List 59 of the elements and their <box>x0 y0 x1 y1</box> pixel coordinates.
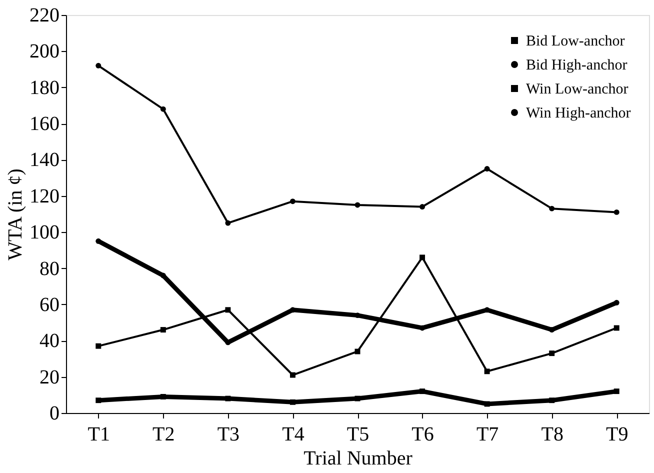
y-tick-label: 200 <box>30 40 60 63</box>
point <box>484 166 490 172</box>
point <box>225 396 231 402</box>
legend-label: Win Low-anchor <box>526 82 628 98</box>
y-tick-label: 100 <box>30 222 60 244</box>
point <box>225 307 231 313</box>
y-tick-label: 180 <box>30 76 60 99</box>
x-tick-label: T6 <box>412 424 434 446</box>
point <box>549 327 555 333</box>
y-tick-label: 40 <box>40 330 60 352</box>
point <box>354 202 360 208</box>
point <box>160 394 166 400</box>
x-tick-label: T5 <box>346 424 370 446</box>
point <box>96 398 102 404</box>
point <box>354 396 360 402</box>
x-tick-label: T7 <box>476 424 499 446</box>
y-tick-label: 0 <box>50 402 60 424</box>
point <box>614 388 620 394</box>
x-tick-label: T3 <box>217 424 240 446</box>
point <box>290 372 296 378</box>
point <box>290 198 296 204</box>
point <box>484 401 490 407</box>
point <box>160 272 166 278</box>
point <box>225 220 231 226</box>
point <box>549 350 555 356</box>
point <box>614 300 620 306</box>
point <box>420 204 426 210</box>
x-tick-label: T9 <box>606 424 628 446</box>
y-tick-label: 80 <box>40 258 60 280</box>
point <box>614 325 620 331</box>
point <box>484 368 490 374</box>
x-tick-label: T2 <box>152 424 175 446</box>
x-tick-label: T1 <box>88 424 110 446</box>
point <box>225 340 231 346</box>
x-axis-title: Trial Number <box>304 448 413 470</box>
y-tick-label: 160 <box>30 113 60 136</box>
legend-label: Bid High-anchor <box>526 58 628 74</box>
y-tick-label: 140 <box>30 149 60 172</box>
point <box>96 343 102 349</box>
point <box>96 62 102 68</box>
point <box>484 307 490 313</box>
y-tick-label: 120 <box>30 185 60 208</box>
point <box>420 388 426 394</box>
y-tick-label: 220 <box>30 4 60 26</box>
y-axis-title: WTA (in ¢) <box>4 168 26 260</box>
legend-label: Win High-anchor <box>526 106 631 122</box>
point <box>160 106 166 112</box>
point <box>614 209 620 215</box>
legend-label: Bid Low-anchor <box>526 34 625 50</box>
point <box>96 238 102 244</box>
x-tick-label: T4 <box>282 424 304 446</box>
point <box>160 327 166 333</box>
y-tick-label: 60 <box>40 294 60 316</box>
point <box>290 399 296 405</box>
point <box>549 206 555 212</box>
y-tick-label: 20 <box>40 366 60 388</box>
x-tick-label: T8 <box>541 424 564 446</box>
point <box>420 254 426 260</box>
point <box>549 398 555 404</box>
